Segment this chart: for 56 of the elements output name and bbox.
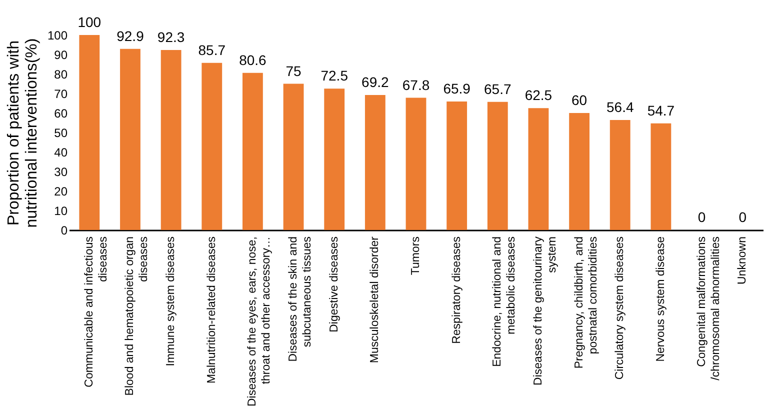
bar — [160, 50, 182, 230]
data-label: 92.3 — [157, 29, 185, 46]
bar — [569, 113, 590, 230]
data-label: 56.4 — [606, 99, 634, 116]
y-tick-label: 40 — [54, 146, 68, 160]
bar — [364, 95, 386, 230]
data-label: 54.7 — [647, 102, 675, 118]
y-tick-label: 10 — [54, 204, 68, 218]
y-tick-label: 60 — [54, 106, 68, 120]
x-tick-label: Tumors — [410, 236, 422, 276]
x-tick-label: Circulatory system diseases — [614, 236, 626, 380]
x-tick-label: Diseases of the eyes, ears, nose, throat and other accessory… — [246, 236, 273, 407]
bar — [202, 62, 222, 230]
data-label: 62.5 — [524, 87, 552, 104]
x-tick-label: Digestive diseases — [328, 236, 340, 332]
bar — [283, 84, 304, 230]
y-tick-label: 90 — [54, 48, 68, 62]
data-label: 85.7 — [198, 42, 226, 58]
y-tick-label: 20 — [54, 184, 68, 198]
data-label: 80.6 — [239, 52, 267, 68]
bar — [487, 102, 508, 230]
data-label: 75 — [286, 62, 302, 79]
data-label: 65.7 — [484, 80, 512, 97]
bar — [79, 35, 100, 230]
y-tick-label: 80 — [54, 68, 68, 82]
y-tick-label: 100 — [47, 28, 68, 42]
data-label: 67.8 — [402, 76, 430, 93]
y-tick-label: 30 — [54, 165, 68, 179]
data-label: 0 — [698, 209, 706, 225]
x-tick-label: Musculoskeletal disorder — [369, 236, 382, 364]
x-tick-label: Respiratory diseases — [450, 236, 463, 344]
x-tick-label: Communicable and infectious diseases — [83, 236, 110, 388]
x-tick-label: Endocrine, nutritional and metabolic diseases — [492, 236, 518, 367]
bar — [120, 48, 140, 230]
bar — [650, 123, 672, 230]
y-tick-label: 0 — [60, 224, 68, 238]
data-label: 65.9 — [443, 80, 471, 96]
x-tick-label: Immune system diseases — [165, 236, 178, 366]
bar — [528, 108, 549, 230]
y-tick-label: 70 — [54, 87, 68, 101]
data-label: 72.5 — [320, 68, 348, 84]
data-label: 92.9 — [116, 28, 144, 44]
bar — [324, 88, 345, 230]
x-tick-label: Unknown — [736, 236, 749, 284]
bar — [406, 98, 426, 230]
bar — [610, 120, 630, 230]
bar — [242, 72, 263, 230]
x-tick-label: Nervous system disease — [654, 236, 667, 362]
data-label: 69.2 — [362, 74, 390, 90]
data-label: 100 — [78, 14, 102, 30]
data-label: 0 — [738, 209, 747, 225]
y-tick-label: 50 — [54, 126, 68, 140]
data-label: 60 — [572, 92, 588, 108]
bar — [446, 101, 468, 230]
x-tick-label: Malnutrition-related diseases — [206, 236, 218, 384]
y-axis-title: Proportion of patients with nutritional interventions(%) — [5, 38, 40, 228]
